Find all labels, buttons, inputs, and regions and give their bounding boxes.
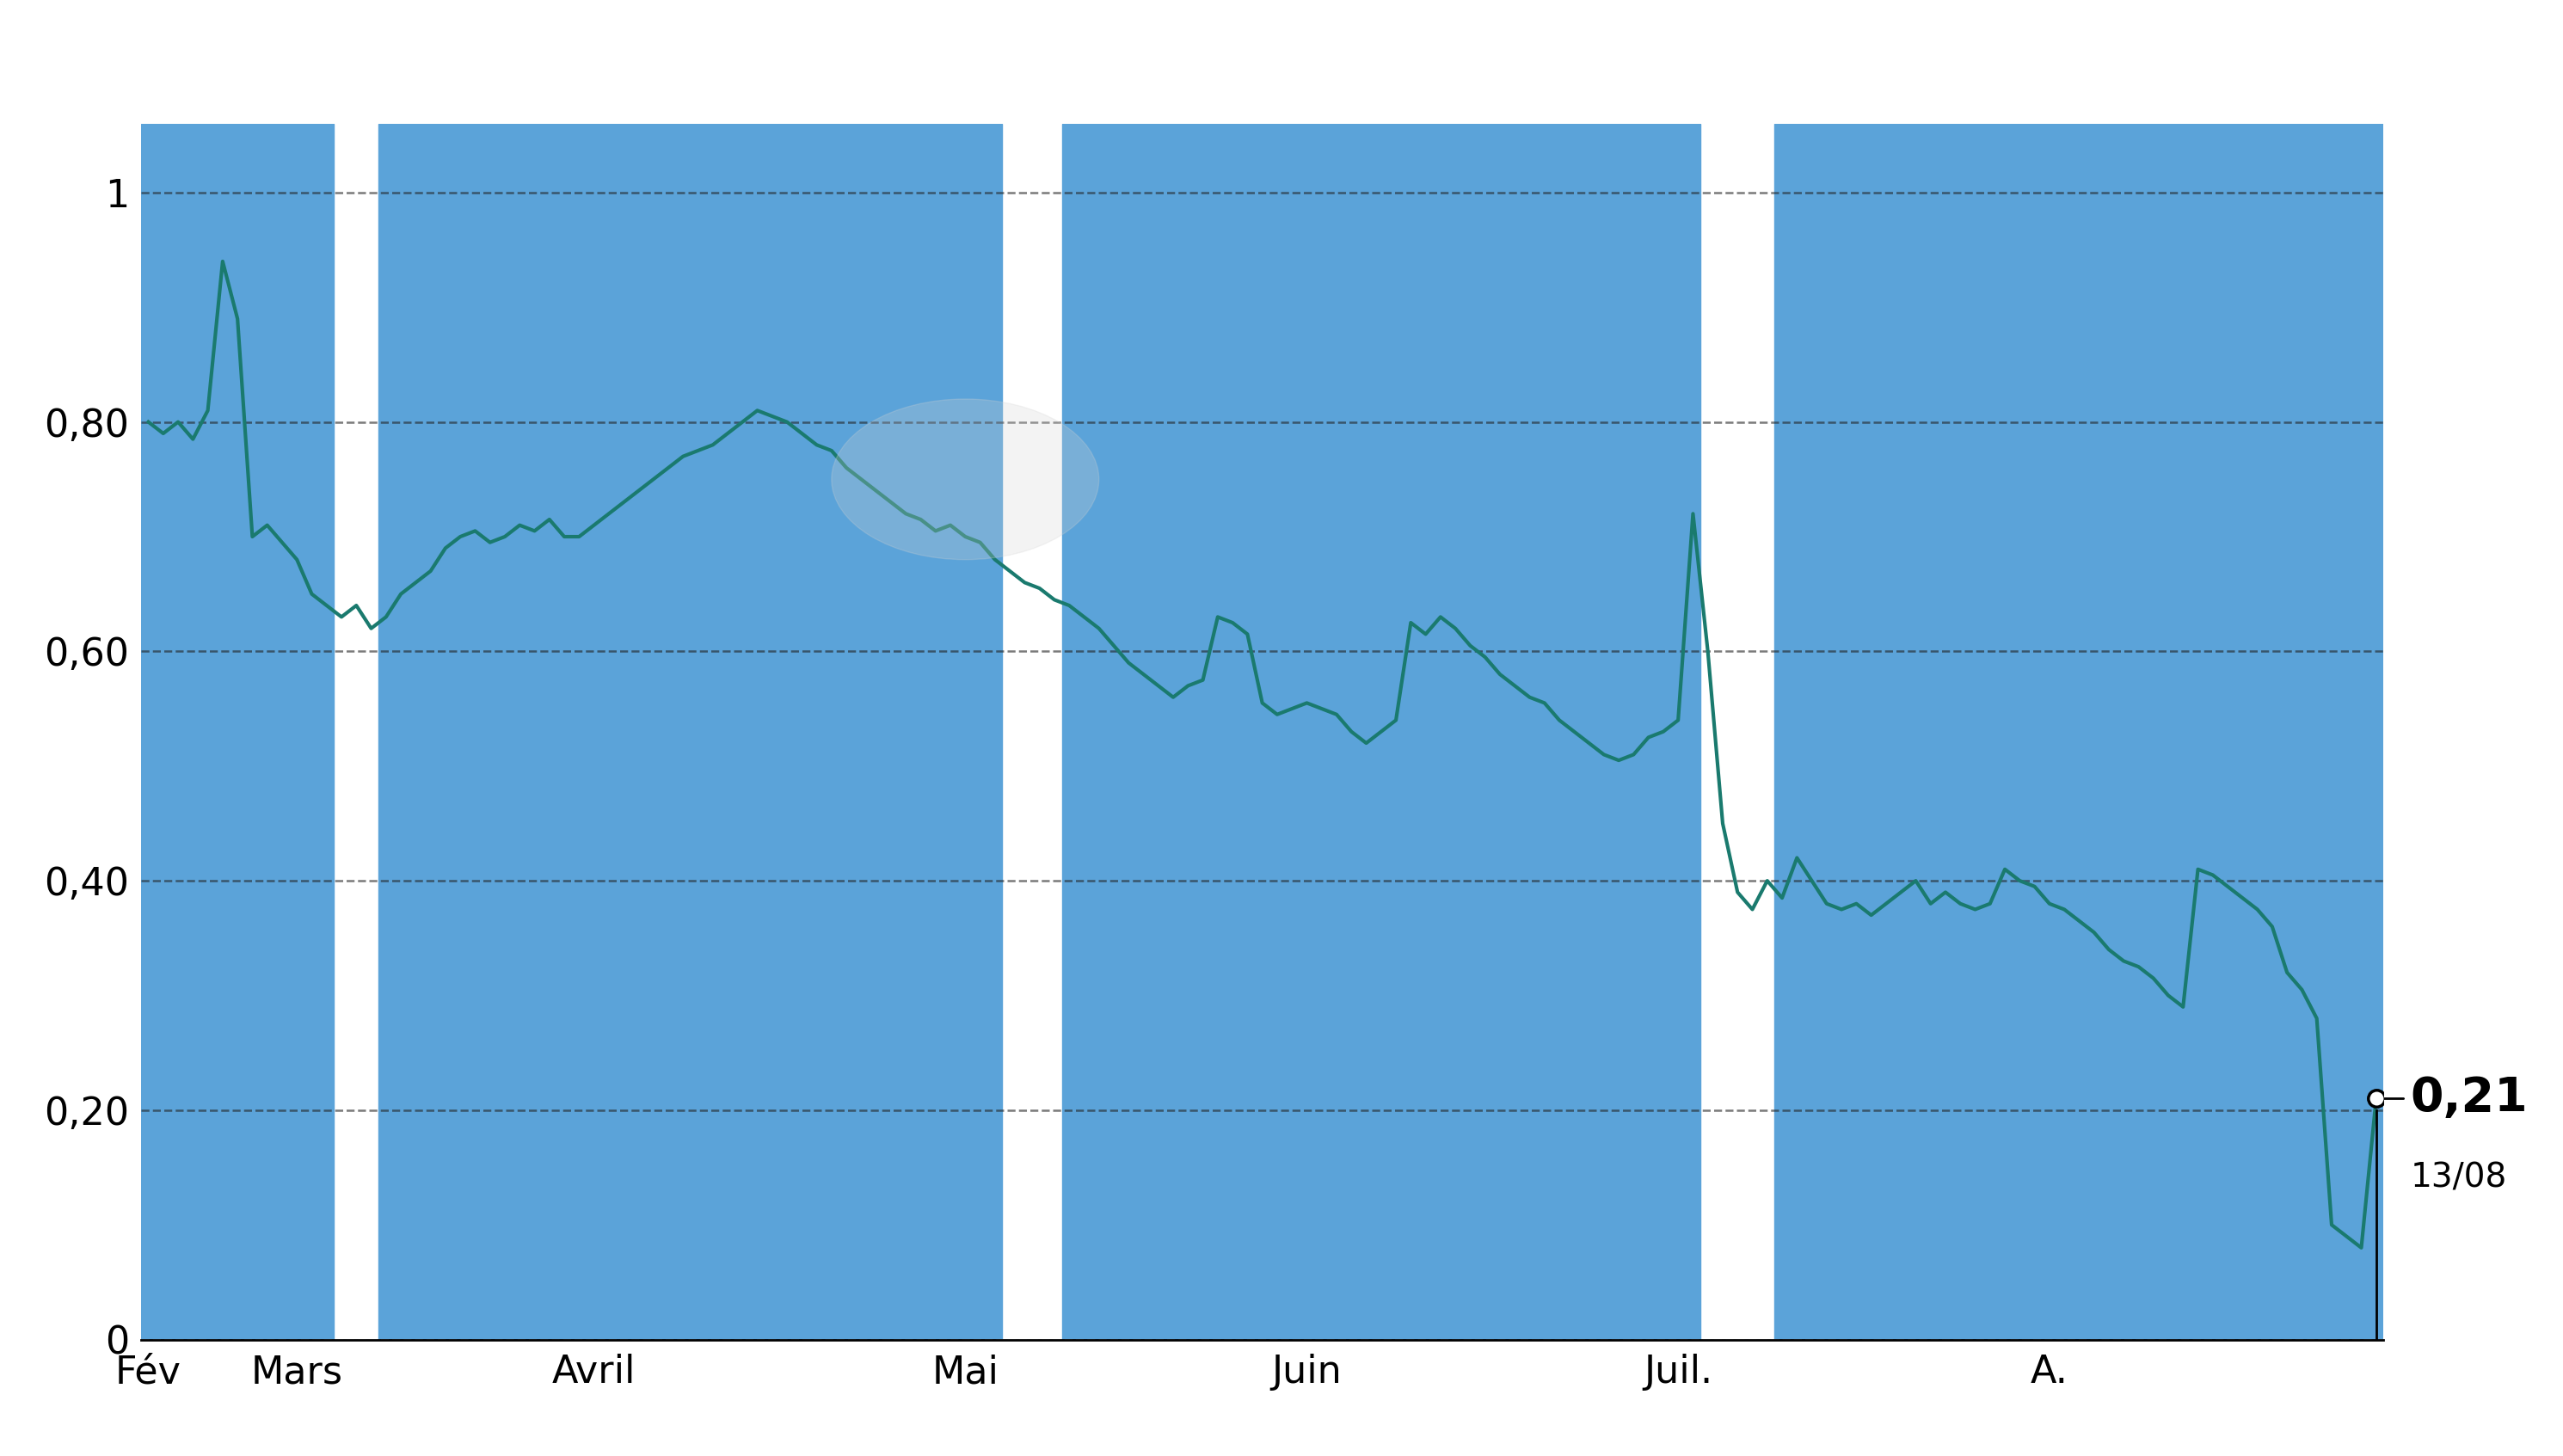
Text: 0,21: 0,21 [2409,1076,2527,1123]
Bar [1061,124,1699,1340]
Text: Vicinity Motor Corp.: Vicinity Motor Corp. [823,29,1740,109]
Ellipse shape [830,399,1100,559]
Bar [379,124,1002,1340]
Bar [1774,124,2384,1340]
Text: 13/08: 13/08 [2409,1162,2507,1194]
Bar [141,124,333,1340]
